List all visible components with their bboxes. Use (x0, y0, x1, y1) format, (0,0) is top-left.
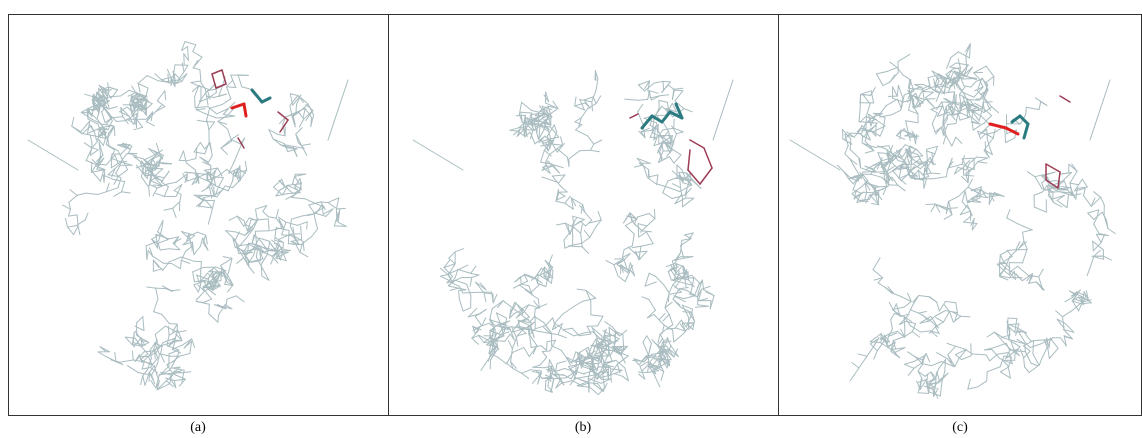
molecule-bond (961, 316, 970, 317)
molecule-bond (874, 186, 887, 187)
molecule-bond (459, 291, 460, 299)
molecule-bond (307, 222, 308, 229)
molecule-bond (321, 202, 328, 203)
molecule-bond (674, 90, 683, 91)
molecule-bond (918, 393, 928, 394)
molecule-bond (114, 127, 115, 136)
panel-frame (389, 15, 779, 416)
molecule-bond (663, 81, 670, 82)
molecule-bond (169, 82, 177, 83)
molecule-bond (238, 75, 248, 76)
molecule-bond (1093, 241, 1094, 251)
highlight-bond (244, 104, 246, 116)
molecule-bond (611, 369, 612, 382)
molecule-bond (945, 360, 946, 372)
molecule-bond (103, 90, 104, 97)
molecule-bond (156, 288, 166, 289)
molecule-bond (1026, 107, 1027, 114)
molecule-bond (679, 172, 687, 173)
molecule-bond (614, 346, 627, 347)
molecule-bond (1033, 341, 1034, 354)
molecule-bond (1047, 338, 1048, 347)
molecule-bond (533, 367, 545, 368)
molecule-bond (873, 172, 887, 173)
molecule-bond (209, 304, 210, 314)
panel-label: (c) (952, 420, 968, 435)
molecule-bond (208, 172, 209, 180)
molecule-bond (292, 244, 301, 245)
molecule-bond (862, 136, 863, 143)
molecule-bond (240, 166, 241, 180)
molecule-bond (268, 250, 275, 251)
molecule-bond (288, 230, 289, 243)
molecule-bond (218, 315, 219, 322)
molecule-bond (201, 262, 202, 272)
molecule-bond (850, 139, 851, 149)
molecule-bond (334, 226, 346, 227)
molecule-bond (1050, 192, 1059, 193)
molecule-bond (956, 95, 957, 104)
panel-label: (a) (190, 420, 206, 435)
molecule-bond (149, 372, 150, 381)
molecule-bond (936, 373, 937, 382)
molecule-bond (1009, 324, 1019, 325)
molecule-bond (863, 192, 876, 193)
molecule-bond (535, 309, 536, 316)
molecule-bond (503, 327, 512, 328)
molecule-bond (1015, 332, 1024, 333)
molecule-bond (663, 81, 664, 90)
molecule-bond (296, 104, 297, 112)
panel-label: (b) (575, 420, 592, 435)
molecule-bond (861, 95, 871, 96)
molecule-bond (688, 272, 689, 280)
molecule-bond (545, 381, 546, 390)
molecule-bond (948, 208, 957, 209)
molecule-bond (521, 112, 532, 113)
molecule-bond (926, 204, 936, 205)
molecule-bond (638, 224, 639, 237)
molecule-bond (544, 267, 545, 276)
molecule-bond (987, 372, 988, 381)
molecule-bond (463, 293, 473, 294)
molecule-bond (542, 351, 550, 352)
molecule-bond (145, 175, 153, 176)
panel-frame (9, 15, 389, 416)
molecule-bond (648, 354, 649, 364)
molecule-bond (169, 324, 177, 325)
molecule-bond (588, 378, 589, 392)
molecule-bond (884, 168, 885, 176)
molecule-bond (195, 97, 196, 108)
molecule-bond (668, 293, 669, 302)
molecule-bond (962, 79, 976, 80)
molecule-bond (868, 122, 877, 123)
molecule-bond (1016, 351, 1025, 352)
molecule-bond (966, 56, 967, 70)
molecule-bond (937, 78, 946, 79)
molecule-bond (931, 173, 940, 174)
molecule-bond (336, 208, 345, 209)
